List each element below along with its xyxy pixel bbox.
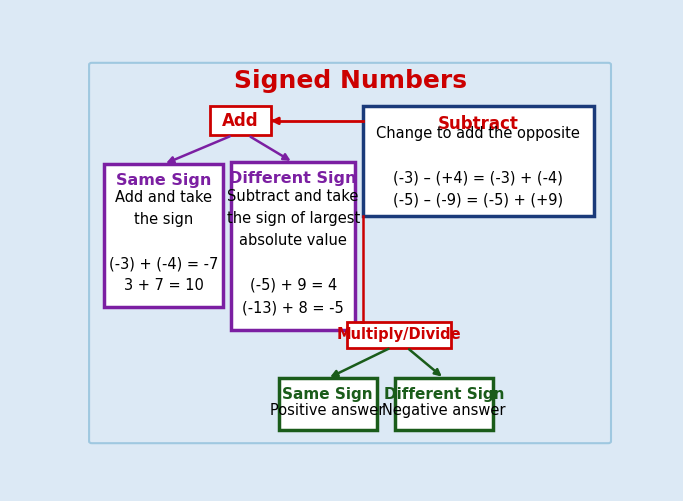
- Text: Change to add the opposite

(-3) – (+4) = (-3) + (-4)
(-5) – (-9) = (-5) + (+9): Change to add the opposite (-3) – (+4) =…: [376, 126, 581, 208]
- Text: Different Sign: Different Sign: [229, 171, 357, 186]
- Text: Different Sign: Different Sign: [384, 387, 504, 402]
- FancyBboxPatch shape: [89, 63, 611, 443]
- Text: Same Sign: Same Sign: [115, 173, 211, 188]
- FancyBboxPatch shape: [104, 164, 223, 307]
- FancyBboxPatch shape: [279, 378, 376, 430]
- Text: Positive answer: Positive answer: [270, 403, 385, 418]
- FancyBboxPatch shape: [395, 378, 493, 430]
- Text: Signed Numbers: Signed Numbers: [234, 69, 466, 93]
- FancyBboxPatch shape: [210, 106, 270, 135]
- FancyBboxPatch shape: [348, 323, 451, 348]
- Text: Same Sign: Same Sign: [282, 387, 373, 402]
- Text: Subtract: Subtract: [438, 115, 519, 133]
- Text: Add: Add: [222, 112, 258, 130]
- Text: Negative answer: Negative answer: [382, 403, 505, 418]
- FancyBboxPatch shape: [231, 162, 355, 330]
- Text: Add and take
the sign

(-3) + (-4) = -7
3 + 7 = 10: Add and take the sign (-3) + (-4) = -7 3…: [109, 189, 218, 293]
- Text: Multiply/Divide: Multiply/Divide: [337, 328, 461, 343]
- Text: Subtract and take
the sign of largest
absolute value

(-5) + 9 = 4
(-13) + 8 = -: Subtract and take the sign of largest ab…: [227, 189, 360, 315]
- FancyBboxPatch shape: [363, 106, 594, 216]
